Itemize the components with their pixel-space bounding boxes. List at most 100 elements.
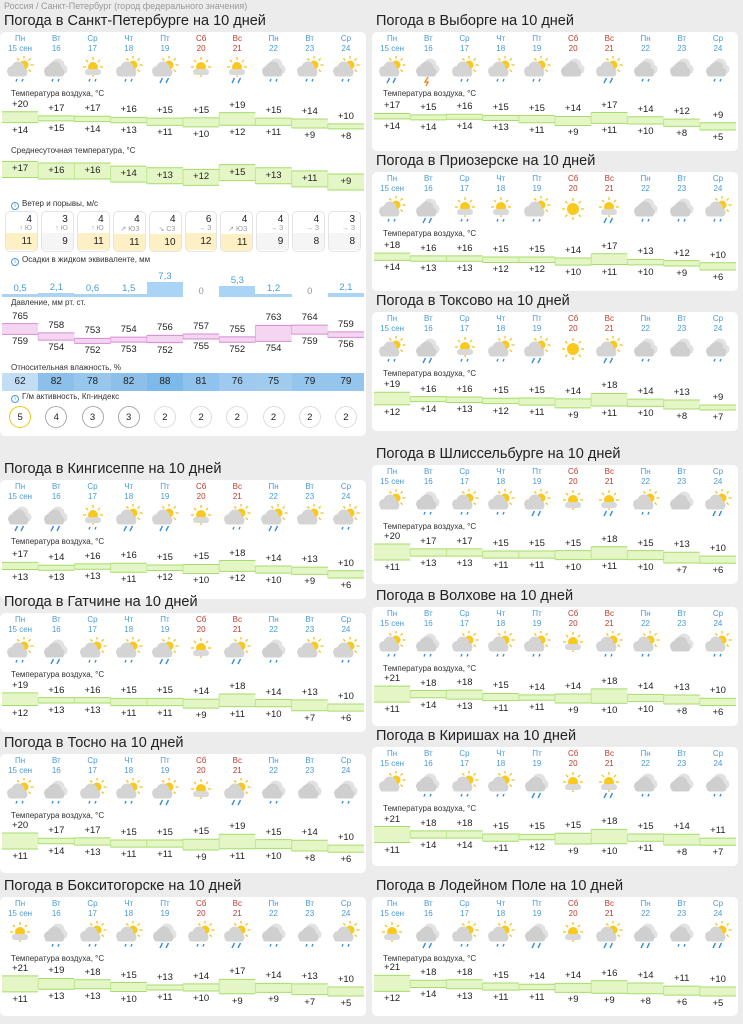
- city-title[interactable]: Погода в Бокситогорске на 10 дней: [4, 878, 242, 894]
- breadcrumb[interactable]: Россия / Санкт-Петербург (город федераль…: [4, 1, 248, 11]
- day-header[interactable]: Пн 22: [627, 314, 663, 334]
- day-header[interactable]: Сб 20: [555, 609, 591, 629]
- day-header[interactable]: Пн 22: [255, 482, 291, 502]
- day-header[interactable]: Ср 17: [446, 899, 482, 919]
- day-header[interactable]: Ср 24: [700, 609, 736, 629]
- day-header[interactable]: Пт 19: [519, 34, 555, 54]
- city-title[interactable]: Погода в Токсово на 10 дней: [376, 293, 570, 309]
- day-header[interactable]: Сб 20: [555, 174, 591, 194]
- wind-card[interactable]: 4 ↘ СЗ 10: [148, 211, 182, 252]
- day-header[interactable]: Ср 24: [700, 314, 736, 334]
- day-header[interactable]: Пт 19: [519, 609, 555, 629]
- day-header[interactable]: Вт 16: [410, 174, 446, 194]
- day-header[interactable]: Вт 16: [410, 749, 446, 769]
- day-header[interactable]: Сб 20: [555, 314, 591, 334]
- day-header[interactable]: Вс 21: [591, 749, 627, 769]
- day-header[interactable]: Вс 21: [591, 174, 627, 194]
- day-header[interactable]: Ср 17: [446, 314, 482, 334]
- city-title[interactable]: Погода в Лодейном Поле на 10 дней: [376, 878, 624, 894]
- day-header[interactable]: Чт 18: [111, 615, 147, 635]
- day-header[interactable]: Пн 22: [255, 756, 291, 776]
- day-header[interactable]: Чт 18: [111, 34, 147, 54]
- day-header[interactable]: Вт 16: [410, 899, 446, 919]
- day-header[interactable]: Сб 20: [183, 615, 219, 635]
- day-header[interactable]: Вс 21: [591, 314, 627, 334]
- city-title[interactable]: Погода в Приозерске на 10 дней: [376, 153, 596, 169]
- day-header[interactable]: Пн 22: [627, 899, 663, 919]
- day-header[interactable]: Вт 23: [292, 482, 328, 502]
- day-header[interactable]: Ср 24: [328, 615, 364, 635]
- city-title[interactable]: Погода в Тосно на 10 дней: [4, 735, 184, 751]
- day-header[interactable]: Пн 15 сен: [2, 482, 38, 502]
- day-header[interactable]: Сб 20: [555, 899, 591, 919]
- day-header[interactable]: Вс 21: [219, 615, 255, 635]
- day-header[interactable]: Вт 23: [664, 749, 700, 769]
- day-header[interactable]: Чт 18: [111, 482, 147, 502]
- day-header[interactable]: Ср 24: [328, 756, 364, 776]
- day-header[interactable]: Сб 20: [555, 34, 591, 54]
- day-header[interactable]: Пн 15 сен: [374, 467, 410, 487]
- day-header[interactable]: Пн 15 сен: [374, 314, 410, 334]
- day-header[interactable]: Вс 21: [219, 756, 255, 776]
- day-header[interactable]: Вт 23: [292, 899, 328, 919]
- day-header[interactable]: Сб 20: [555, 749, 591, 769]
- day-header[interactable]: Чт 18: [483, 314, 519, 334]
- day-header[interactable]: Сб 20: [183, 899, 219, 919]
- day-header[interactable]: Пн 22: [255, 615, 291, 635]
- day-header[interactable]: Пт 19: [147, 482, 183, 502]
- day-header[interactable]: Чт 18: [483, 899, 519, 919]
- day-header[interactable]: Пн 15 сен: [2, 899, 38, 919]
- day-header[interactable]: Пн 22: [627, 609, 663, 629]
- day-header[interactable]: Чт 18: [483, 609, 519, 629]
- day-header[interactable]: Пн 22: [627, 467, 663, 487]
- day-header[interactable]: Сб 20: [183, 482, 219, 502]
- day-header[interactable]: Вс 21: [591, 899, 627, 919]
- day-header[interactable]: Вт 23: [292, 615, 328, 635]
- day-header[interactable]: Ср 17: [446, 174, 482, 194]
- day-header[interactable]: Пн 15 сен: [374, 749, 410, 769]
- day-header[interactable]: Чт 18: [483, 174, 519, 194]
- day-header[interactable]: Вс 21: [591, 34, 627, 54]
- day-header[interactable]: Пн 15 сен: [374, 34, 410, 54]
- day-header[interactable]: Вс 21: [591, 467, 627, 487]
- day-header[interactable]: Чт 18: [111, 756, 147, 776]
- day-header[interactable]: Вт 23: [664, 467, 700, 487]
- city-title[interactable]: Погода в Киришах на 10 дней: [376, 728, 577, 744]
- day-header[interactable]: Пн 22: [627, 174, 663, 194]
- city-title[interactable]: Погода в Шлиссельбурге на 10 дней: [376, 446, 621, 462]
- day-header[interactable]: Вт 16: [38, 899, 74, 919]
- info-icon[interactable]: i: [11, 258, 19, 266]
- day-header[interactable]: Вс 21: [591, 609, 627, 629]
- day-header[interactable]: Сб 20: [183, 756, 219, 776]
- day-header[interactable]: Ср 17: [74, 899, 110, 919]
- day-header[interactable]: Пн 22: [255, 899, 291, 919]
- wind-card[interactable]: 4 ↗ ЮЗ 11: [220, 211, 254, 252]
- day-header[interactable]: Ср 17: [74, 756, 110, 776]
- day-header[interactable]: Вт 23: [664, 899, 700, 919]
- info-icon[interactable]: i: [11, 395, 19, 403]
- day-header[interactable]: Вт 16: [38, 756, 74, 776]
- day-header[interactable]: Вт 16: [38, 34, 74, 54]
- day-header[interactable]: Ср 24: [700, 749, 736, 769]
- day-header[interactable]: Ср 24: [328, 482, 364, 502]
- day-header[interactable]: Пн 22: [255, 34, 291, 54]
- day-header[interactable]: Вт 16: [410, 467, 446, 487]
- day-header[interactable]: Пт 19: [147, 756, 183, 776]
- day-header[interactable]: Ср 24: [700, 34, 736, 54]
- day-header[interactable]: Ср 17: [446, 749, 482, 769]
- day-header[interactable]: Вт 23: [664, 34, 700, 54]
- city-title[interactable]: Погода в Гатчине на 10 дней: [4, 594, 198, 610]
- wind-card[interactable]: 4 ↑ Ю 11: [5, 211, 38, 252]
- day-header[interactable]: Вс 21: [219, 482, 255, 502]
- day-header[interactable]: Пн 22: [627, 749, 663, 769]
- wind-card[interactable]: 4 ↑ Ю 11: [76, 211, 110, 252]
- day-header[interactable]: Ср 24: [328, 34, 364, 54]
- day-header[interactable]: Ср 24: [328, 899, 364, 919]
- day-header[interactable]: Вт 23: [664, 174, 700, 194]
- day-header[interactable]: Сб 20: [555, 467, 591, 487]
- day-header[interactable]: Вт 16: [38, 615, 74, 635]
